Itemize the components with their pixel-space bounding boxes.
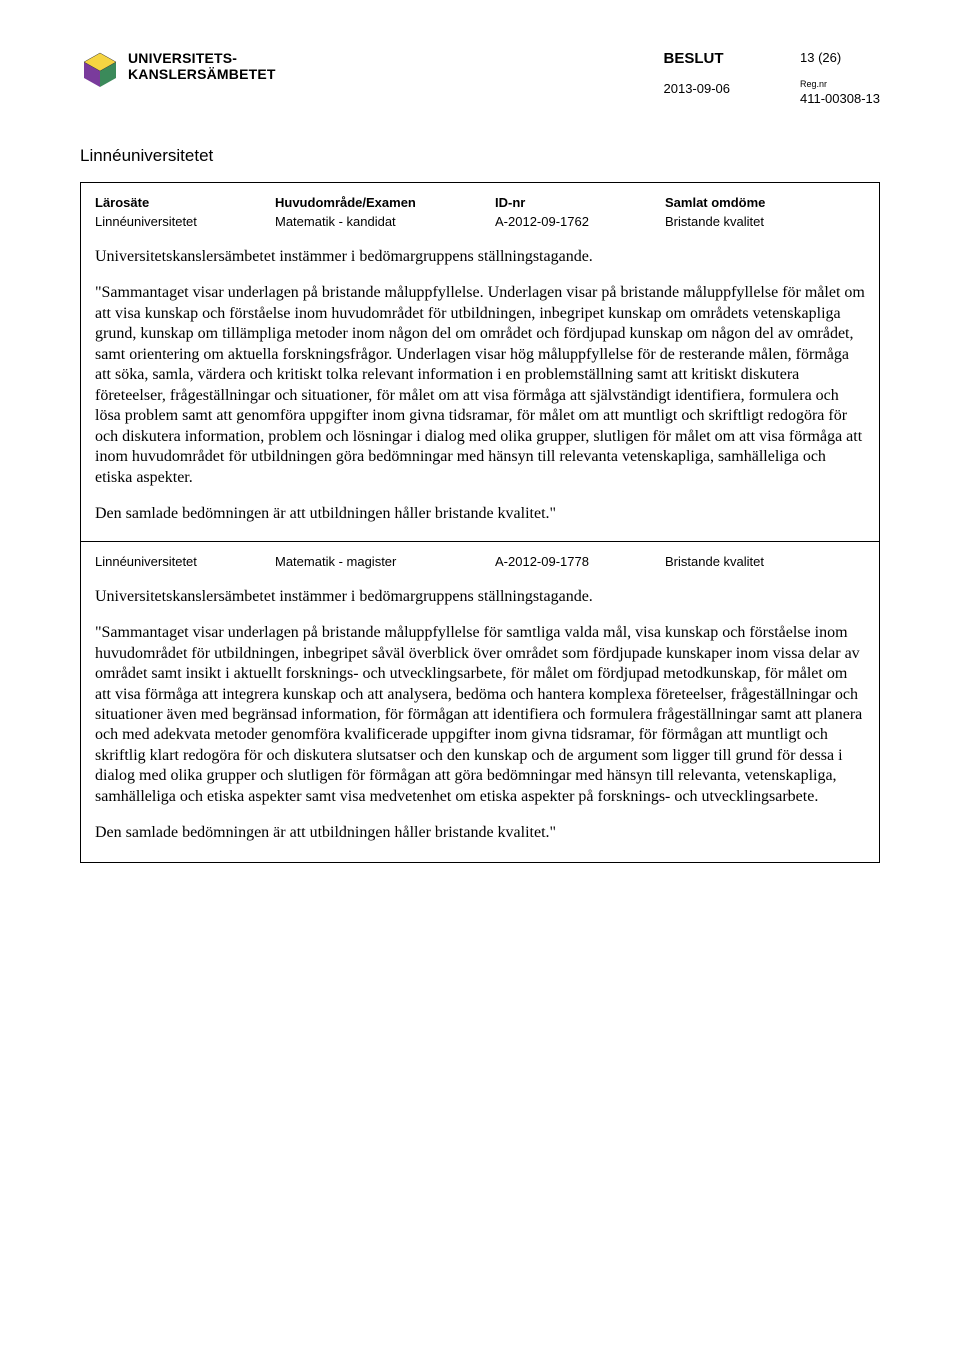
cell-huvud: Matematik - magister — [275, 554, 495, 569]
col-head-id: ID-nr — [495, 195, 665, 210]
col-head-huvud: Huvudområde/Examen — [275, 195, 495, 210]
conclusion-paragraph: Den samlade bedömningen är att utbildnin… — [95, 823, 865, 843]
cell-huvud: Matematik - kandidat — [275, 214, 495, 229]
cell-samlat: Bristande kvalitet — [665, 554, 865, 569]
assessment-paragraph: "Sammantaget visar underlagen på bristan… — [95, 623, 865, 807]
intro-paragraph: Universitetskanslersämbetet instämmer i … — [95, 247, 865, 267]
assessment-box: Lärosäte Huvudområde/Examen ID-nr Samlat… — [80, 182, 880, 863]
section-title: Linnéuniversitetet — [80, 146, 880, 166]
logo-line-1: UNIVERSITETS- — [128, 50, 276, 66]
assessment-paragraph: "Sammantaget visar underlagen på bristan… — [95, 283, 865, 488]
logo-block: UNIVERSITETS- KANSLERSÄMBETET — [80, 50, 276, 90]
cell-larosate: Linnéuniversitetet — [95, 214, 275, 229]
table-row: Linnéuniversitetet Matematik - kandidat … — [95, 214, 865, 229]
cell-id: A-2012-09-1778 — [495, 554, 665, 569]
logo-text: UNIVERSITETS- KANSLERSÄMBETET — [128, 50, 276, 82]
reg-number: 411-00308-13 — [800, 91, 880, 106]
logo-line-2: KANSLERSÄMBETET — [128, 66, 276, 82]
doc-type: BESLUT — [664, 50, 731, 67]
cube-logo-icon — [80, 50, 120, 90]
cell-samlat: Bristande kvalitet — [665, 214, 865, 229]
section-divider — [81, 541, 879, 542]
col-head-samlat: Samlat omdöme — [665, 195, 865, 210]
col-head-larosate: Lärosäte — [95, 195, 275, 210]
conclusion-paragraph: Den samlade bedömningen är att utbildnin… — [95, 504, 865, 524]
header-col-left: BESLUT 2013-09-06 — [664, 50, 731, 106]
table-row: Linnéuniversitetet Matematik - magister … — [95, 554, 865, 569]
doc-date: 2013-09-06 — [664, 81, 731, 96]
page-number: 13 (26) — [800, 50, 880, 65]
reg-label: Reg.nr — [800, 79, 880, 89]
header-meta: BESLUT 2013-09-06 13 (26) Reg.nr 411-003… — [664, 50, 881, 106]
document-page: UNIVERSITETS- KANSLERSÄMBETET BESLUT 201… — [0, 0, 960, 913]
header-col-right: 13 (26) Reg.nr 411-00308-13 — [800, 50, 880, 106]
cell-id: A-2012-09-1762 — [495, 214, 665, 229]
table-header-row: Lärosäte Huvudområde/Examen ID-nr Samlat… — [95, 195, 865, 210]
page-header: UNIVERSITETS- KANSLERSÄMBETET BESLUT 201… — [80, 50, 880, 106]
intro-paragraph: Universitetskanslersämbetet instämmer i … — [95, 587, 865, 607]
cell-larosate: Linnéuniversitetet — [95, 554, 275, 569]
